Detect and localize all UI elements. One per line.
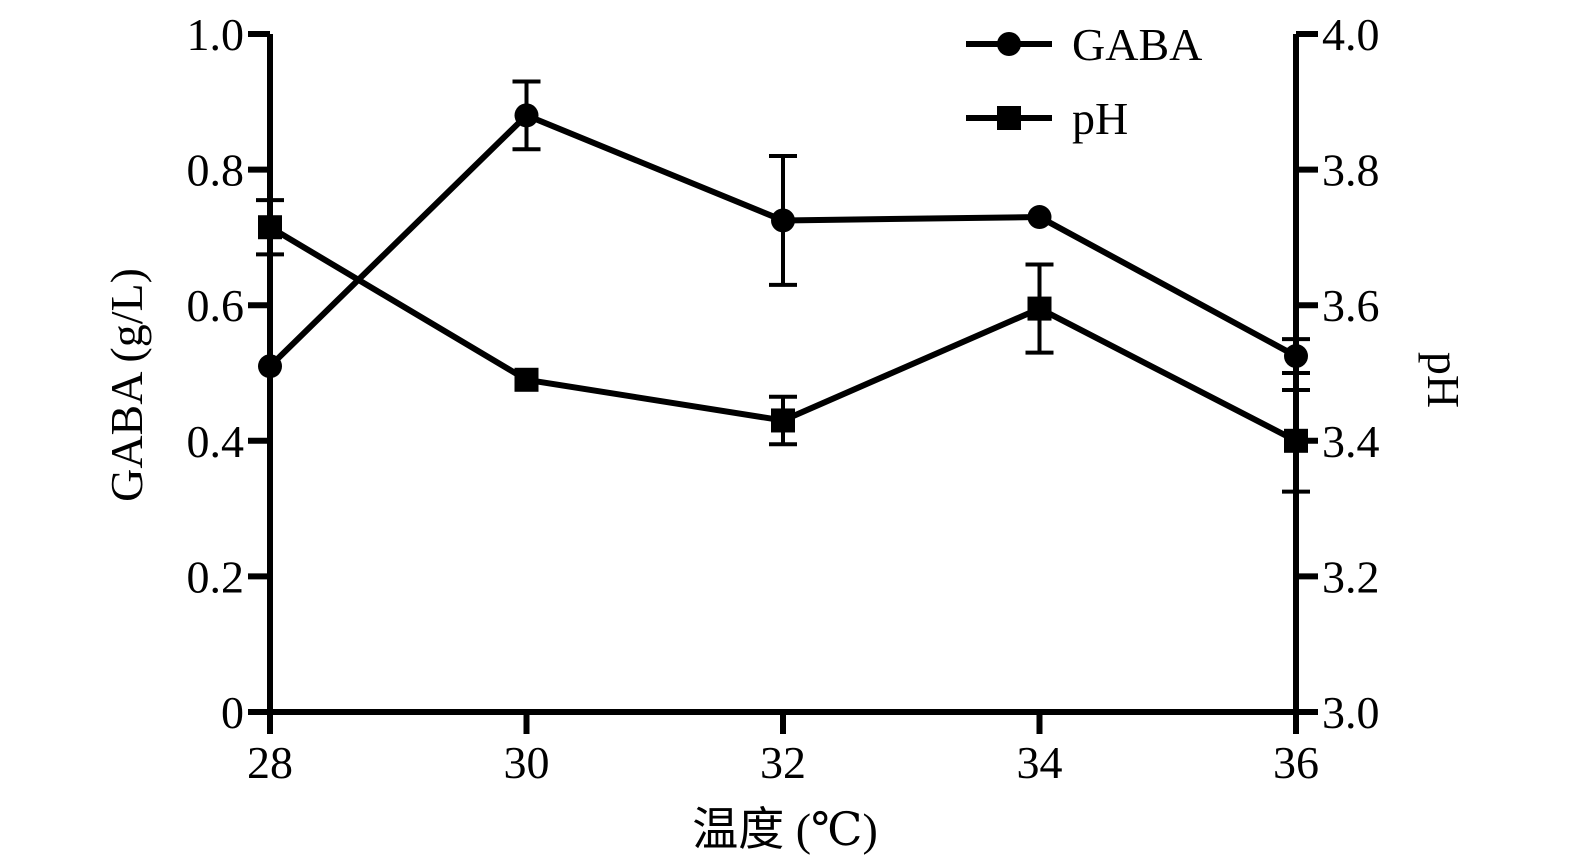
x-axis-label: 温度 (℃) (692, 804, 878, 855)
data-point-square (1284, 428, 1308, 453)
series-layer (256, 79, 1310, 494)
y-right-tick-label: 3.2 (1322, 551, 1380, 602)
data-point-circle (771, 208, 795, 233)
x-tick-label: 34 (1017, 737, 1063, 788)
series-gaba (258, 79, 1310, 379)
y-left-tick-label: 1.0 (187, 9, 245, 60)
data-point-circle (1027, 205, 1052, 230)
y-right-tick-label: 3.8 (1322, 145, 1380, 196)
x-tick-label: 32 (760, 737, 806, 788)
y-right-tick-label: 3.4 (1322, 416, 1380, 467)
data-point-circle (258, 354, 282, 379)
legend-item-gaba: GABA (966, 19, 1202, 70)
legend-item-ph: pH (966, 93, 1128, 144)
legend-label: pH (1072, 93, 1128, 144)
series-ph (256, 198, 1310, 494)
y-axis-label-left: GABA (g/L) (101, 268, 152, 502)
y-left-tick-label: 0 (221, 687, 244, 738)
data-point-square (771, 408, 795, 433)
y-right-tick-label: 3.6 (1322, 280, 1380, 331)
data-point-square (258, 215, 282, 240)
x-tick-label: 36 (1273, 737, 1319, 788)
data-point-circle (514, 103, 539, 128)
data-point-circle (1284, 344, 1308, 369)
data-point-square (514, 367, 539, 392)
y-axis-label-right: pH (1418, 352, 1469, 408)
y-left-tick-label: 0.6 (187, 280, 245, 331)
data-point-square (1027, 296, 1052, 321)
y-left-tick-label: 0.4 (187, 416, 245, 467)
y-right-tick-label: 3.0 (1322, 687, 1380, 738)
axes: 0 0.2 0.4 0.6 0.8 1.0 3.0 3.2 3.4 3.6 3.8 4.0 28 30 32… (187, 9, 1380, 788)
y-left-tick-label: 0.8 (187, 145, 245, 196)
legend-marker-circle (997, 32, 1021, 56)
y-right-tick-label: 4.0 (1322, 9, 1380, 60)
x-tick-label: 30 (504, 737, 550, 788)
legend-label: GABA (1072, 19, 1202, 70)
legend: GABA pH (966, 19, 1202, 144)
legend-marker-square (997, 106, 1021, 130)
x-tick-label: 28 (247, 737, 293, 788)
y-left-tick-label: 0.2 (187, 551, 245, 602)
